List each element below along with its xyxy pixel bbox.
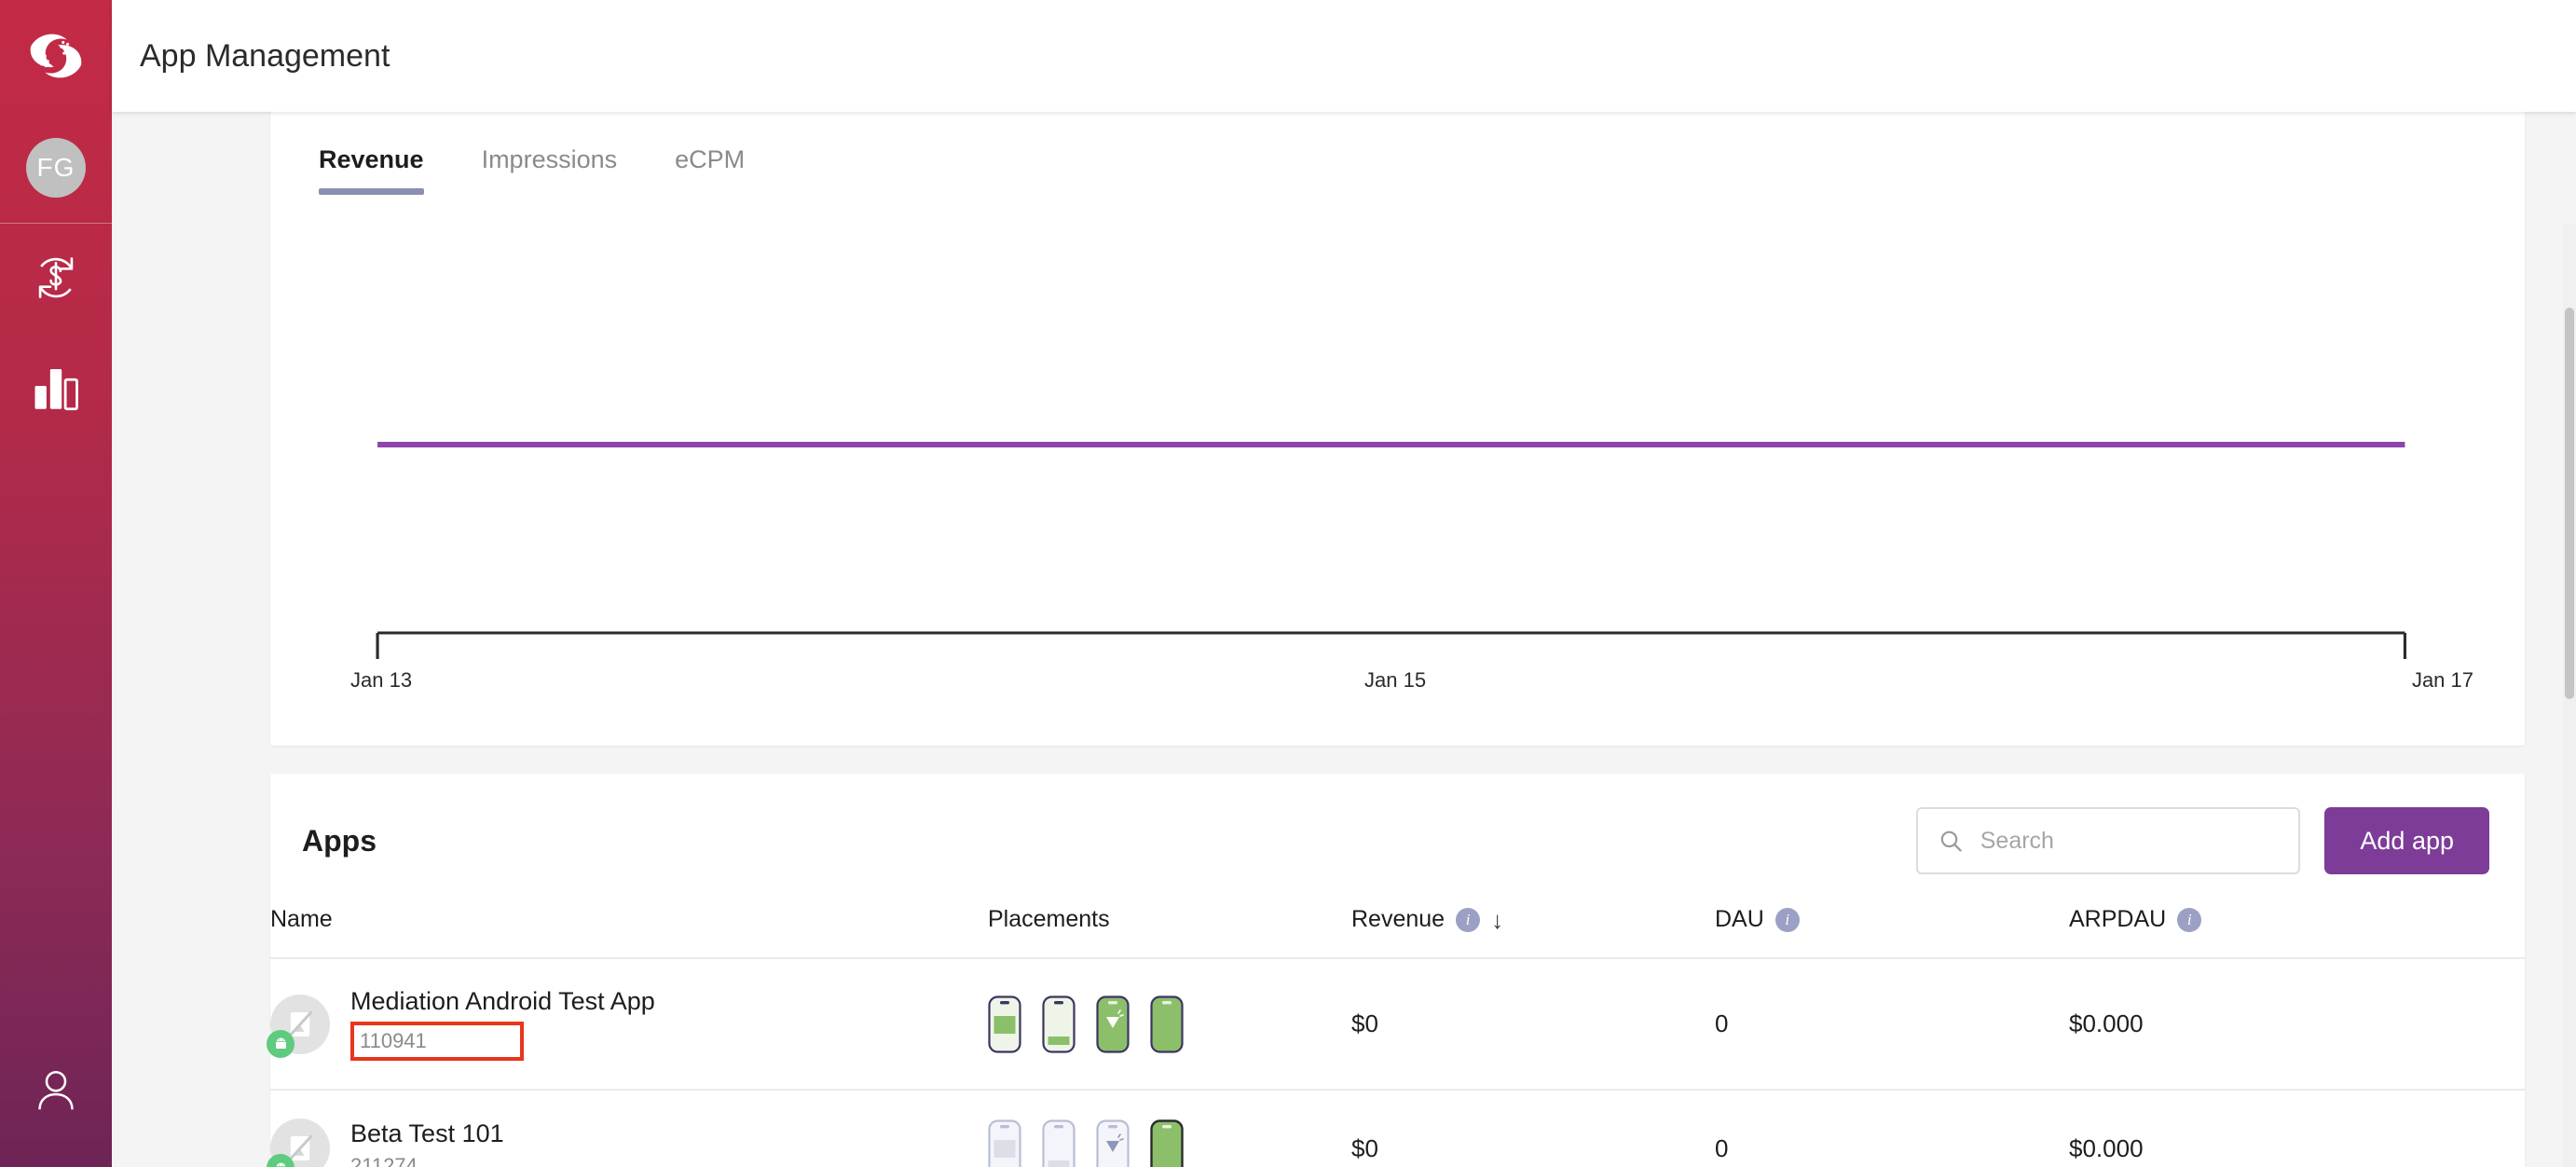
chart-plot <box>376 442 2407 659</box>
bar-chart-icon <box>34 369 78 411</box>
column-header-revenue[interactable]: Revenue i ↓ <box>1351 905 1715 959</box>
apps-table-body: Mediation Android Test App 110941 <box>267 958 2525 1167</box>
column-header-dau[interactable]: DAU i <box>1715 906 2069 959</box>
column-header-placements-label: Placements <box>988 906 1110 932</box>
info-icon[interactable]: i <box>1774 907 1800 932</box>
table-header-row: Name Placements <box>270 905 2525 959</box>
column-header-name-label: Name <box>270 906 333 932</box>
tab-ecpm-label: eCPM <box>675 145 746 173</box>
info-icon[interactable]: i <box>2177 907 2202 932</box>
apps-card: Apps Add app <box>267 774 2525 1167</box>
tab-revenue-label: Revenue <box>319 145 424 173</box>
apps-title: Apps <box>302 823 377 858</box>
table-row[interactable]: Beta Test 101 211274 <box>267 1090 2525 1167</box>
vertical-scrollbar[interactable] <box>2563 224 2576 1167</box>
tab-revenue[interactable]: Revenue <box>319 145 424 195</box>
android-icon <box>275 1037 286 1050</box>
tab-ecpm[interactable]: eCPM <box>675 145 745 195</box>
app-id: 110941 <box>350 1022 524 1061</box>
sidebar-item-monetization[interactable] <box>0 224 112 332</box>
sidebar-item-analytics[interactable] <box>0 332 112 440</box>
broken-image-icon <box>287 1134 313 1162</box>
search-icon <box>1941 831 1963 852</box>
android-badge <box>267 1029 295 1058</box>
apps-actions: Add app <box>1916 807 2489 874</box>
x-tick-jan17: Jan 17 <box>2411 668 2473 692</box>
revenue-line-chart: Jan 13 Jan 15 Jan 17 <box>319 195 2473 717</box>
top-header: App Management <box>112 0 2576 112</box>
page-title: App Management <box>140 37 391 74</box>
cell-name: Beta Test 101 211274 <box>267 1090 988 1167</box>
brand-logo[interactable] <box>0 0 112 112</box>
avatar <box>270 1119 330 1167</box>
cell-revenue: $0 <box>1351 958 1715 1091</box>
tab-impressions[interactable]: Impressions <box>482 145 618 195</box>
placement-native-icon[interactable] <box>1150 1119 1184 1167</box>
column-header-name[interactable]: Name <box>270 906 988 959</box>
search-input[interactable] <box>1980 827 2279 855</box>
app-id: 211274 <box>350 1153 418 1167</box>
apps-table-head: Name Placements <box>270 905 2525 959</box>
placement-banner-icon[interactable] <box>988 995 1021 1053</box>
placement-rewarded-icon[interactable] <box>1096 995 1130 1053</box>
placement-list <box>988 1119 1351 1167</box>
table-row[interactable]: Mediation Android Test App 110941 <box>267 958 2525 1091</box>
cell-placements <box>988 958 1351 1091</box>
search-box[interactable] <box>1916 807 2301 874</box>
placement-native-icon[interactable] <box>1150 995 1184 1053</box>
main-area: App Management Revenue Impressions eCPM <box>112 0 2576 1167</box>
placement-list <box>988 995 1351 1053</box>
placement-banner-icon[interactable] <box>988 1119 1021 1167</box>
placement-interstitial-icon[interactable] <box>1042 995 1076 1053</box>
android-icon <box>275 1162 286 1167</box>
cell-arpdau: $0.000 <box>2069 958 2525 1091</box>
column-header-dau-label: DAU <box>1715 906 1764 932</box>
sort-descending-icon[interactable]: ↓ <box>1491 905 1504 934</box>
performance-chart-card: Revenue Impressions eCPM <box>270 112 2525 746</box>
column-header-arpdau-label: ARPDAU <box>2069 906 2167 932</box>
cell-dau: 0 <box>1715 1090 2069 1167</box>
user-avatar[interactable]: FG <box>0 112 112 224</box>
add-app-button[interactable]: Add app <box>2324 807 2489 874</box>
chart-tabs: Revenue Impressions eCPM <box>270 112 2525 195</box>
x-tick-jan13: Jan 13 <box>350 668 413 692</box>
cell-placements <box>988 1090 1351 1167</box>
app-name: Mediation Android Test App <box>350 987 655 1015</box>
info-icon[interactable]: i <box>1456 907 1481 932</box>
sidebar-item-account[interactable] <box>0 1066 112 1113</box>
broken-image-icon <box>287 1009 313 1038</box>
app-icon-wrap <box>267 1119 330 1167</box>
apps-table: Name Placements <box>267 905 2525 1167</box>
app-name: Beta Test 101 <box>350 1119 504 1147</box>
avatar-initials: FG <box>36 152 75 182</box>
cell-dau: 0 <box>1715 958 2069 1091</box>
column-header-placements[interactable]: Placements <box>988 906 1351 959</box>
column-header-revenue-label: Revenue <box>1351 906 1446 932</box>
placement-interstitial-icon[interactable] <box>1042 1119 1076 1167</box>
cell-revenue: $0 <box>1351 1090 1715 1167</box>
avatar: FG <box>26 137 86 198</box>
scrollbar-thumb[interactable] <box>2565 308 2574 699</box>
cell-arpdau: $0.000 <box>2069 1090 2525 1167</box>
content-scroll-area: Revenue Impressions eCPM <box>112 112 2576 1167</box>
x-axis-labels: Jan 13 Jan 15 Jan 17 <box>319 668 2473 696</box>
column-header-arpdau[interactable]: ARPDAU i <box>2069 906 2525 959</box>
app-icon-wrap <box>267 994 330 1058</box>
apps-card-header: Apps Add app <box>270 774 2525 906</box>
x-tick-jan15: Jan 15 <box>1364 668 1427 692</box>
cell-name: Mediation Android Test App 110941 <box>267 958 988 1091</box>
sidebar: FG <box>0 0 112 1167</box>
dollar-refresh-icon <box>38 257 74 298</box>
brand-logo-icon <box>30 34 82 78</box>
x-axis <box>376 631 2407 659</box>
placement-rewarded-icon[interactable] <box>1096 1119 1130 1167</box>
person-icon <box>38 1071 74 1110</box>
tab-impressions-label: Impressions <box>481 145 618 173</box>
